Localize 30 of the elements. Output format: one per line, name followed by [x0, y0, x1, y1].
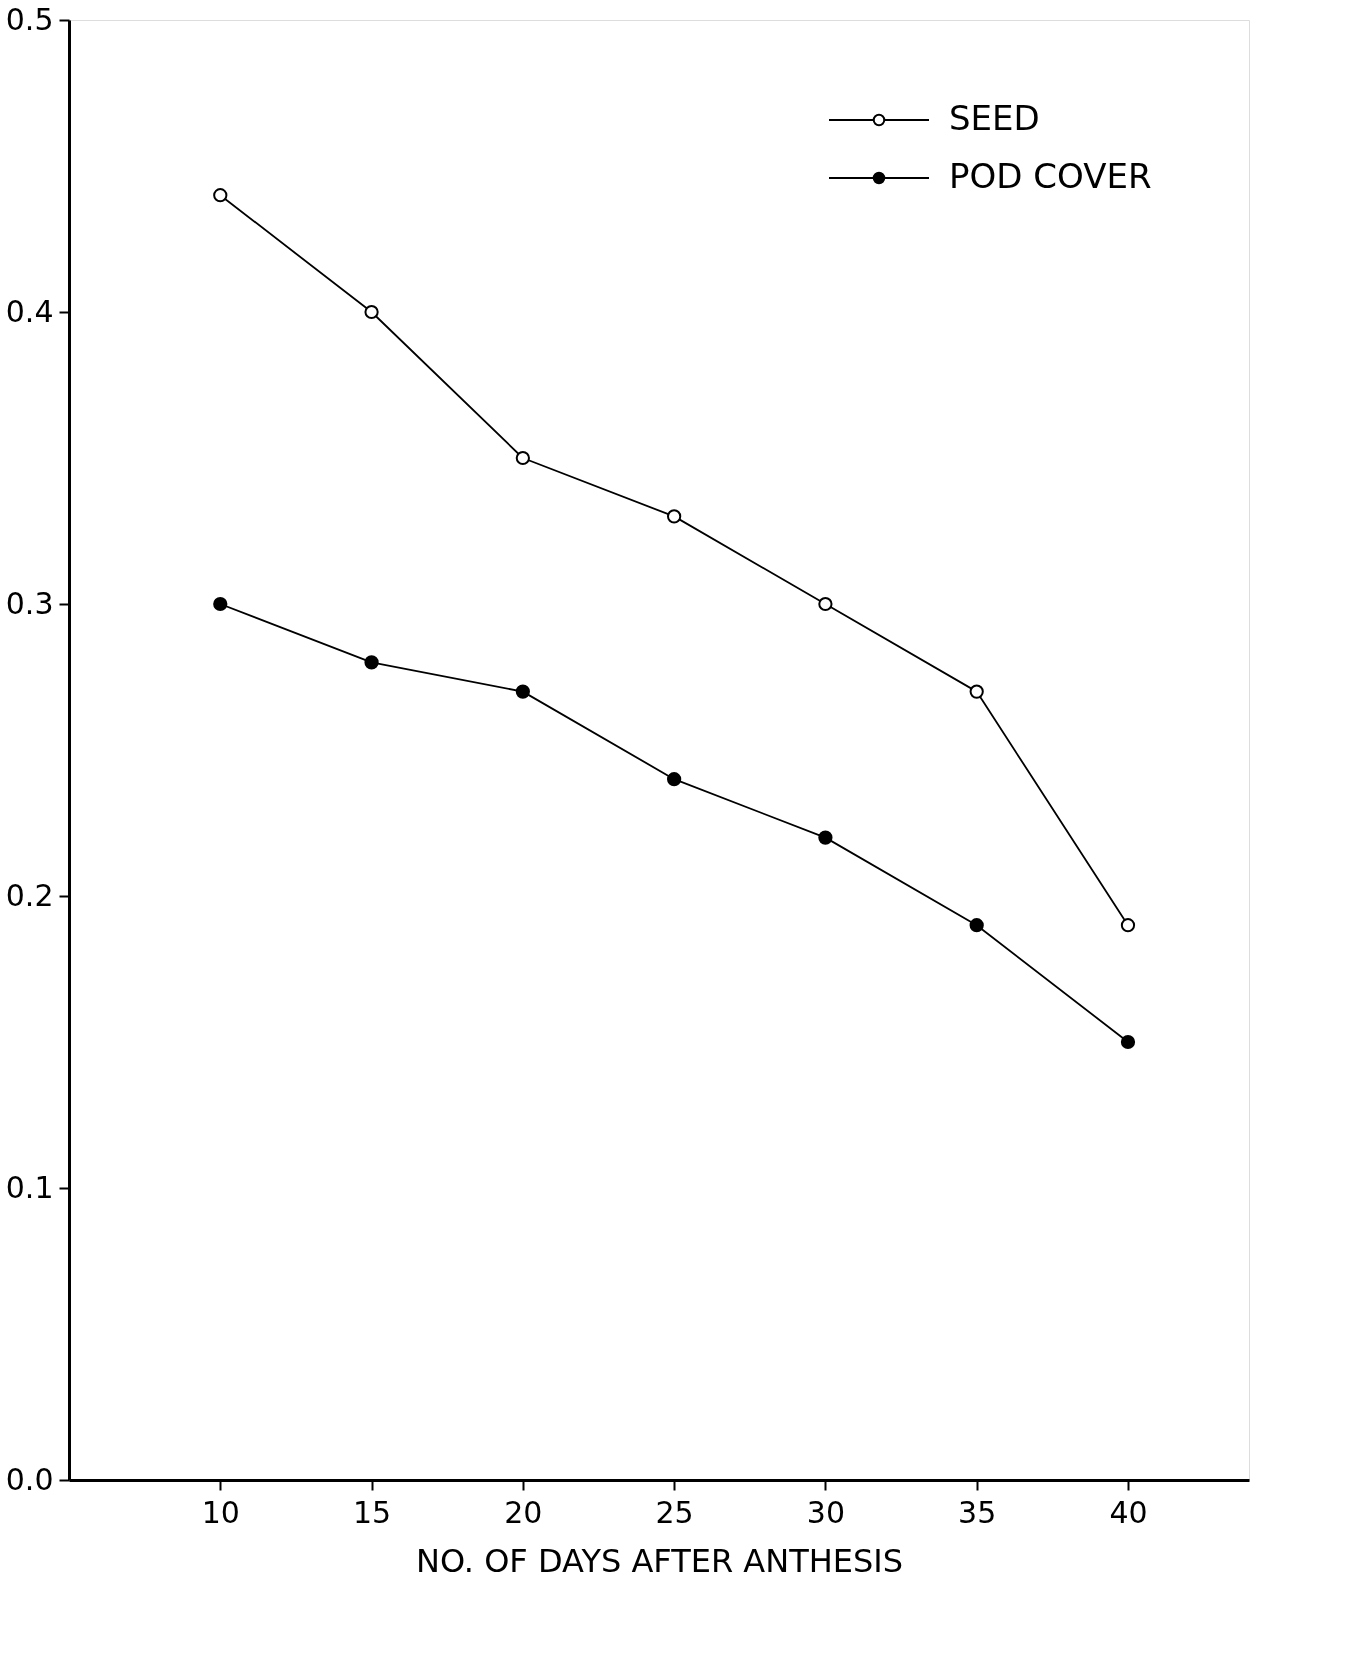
point [818, 830, 833, 845]
x-tick-label: 10 [201, 1494, 240, 1530]
y-tick-label: 0.5 [5, 1, 54, 37]
point [969, 684, 984, 699]
x-tick-label: 35 [958, 1494, 997, 1530]
y-tick-label: 0.3 [5, 585, 54, 621]
point [213, 596, 228, 612]
point [364, 655, 379, 670]
y-tick-label: 0.1 [5, 1169, 54, 1205]
y-tick-label: 0.2 [5, 877, 54, 913]
x-tick-label: 40 [1109, 1494, 1148, 1530]
legend-label: SEED [949, 98, 1040, 138]
point [667, 772, 682, 787]
point [1120, 1034, 1136, 1050]
point [969, 918, 984, 933]
x-tick-label: 15 [352, 1494, 392, 1530]
x-tick-label: 20 [504, 1494, 543, 1530]
point [818, 596, 833, 612]
x-tick-label: 30 [806, 1494, 845, 1530]
x-axis-title: NO. OF DAYS AFTER ANTHESIS [415, 1541, 904, 1580]
y-tick-label: 0.0 [5, 1461, 54, 1497]
y-tick-label: 0.4 [5, 293, 54, 329]
point [364, 304, 379, 320]
point [515, 684, 530, 699]
point [213, 188, 228, 203]
legend-label: POD COVER [949, 156, 1152, 196]
x-tick-label: 25 [655, 1494, 694, 1530]
point [515, 450, 530, 466]
point [1120, 918, 1136, 933]
point [667, 509, 682, 524]
